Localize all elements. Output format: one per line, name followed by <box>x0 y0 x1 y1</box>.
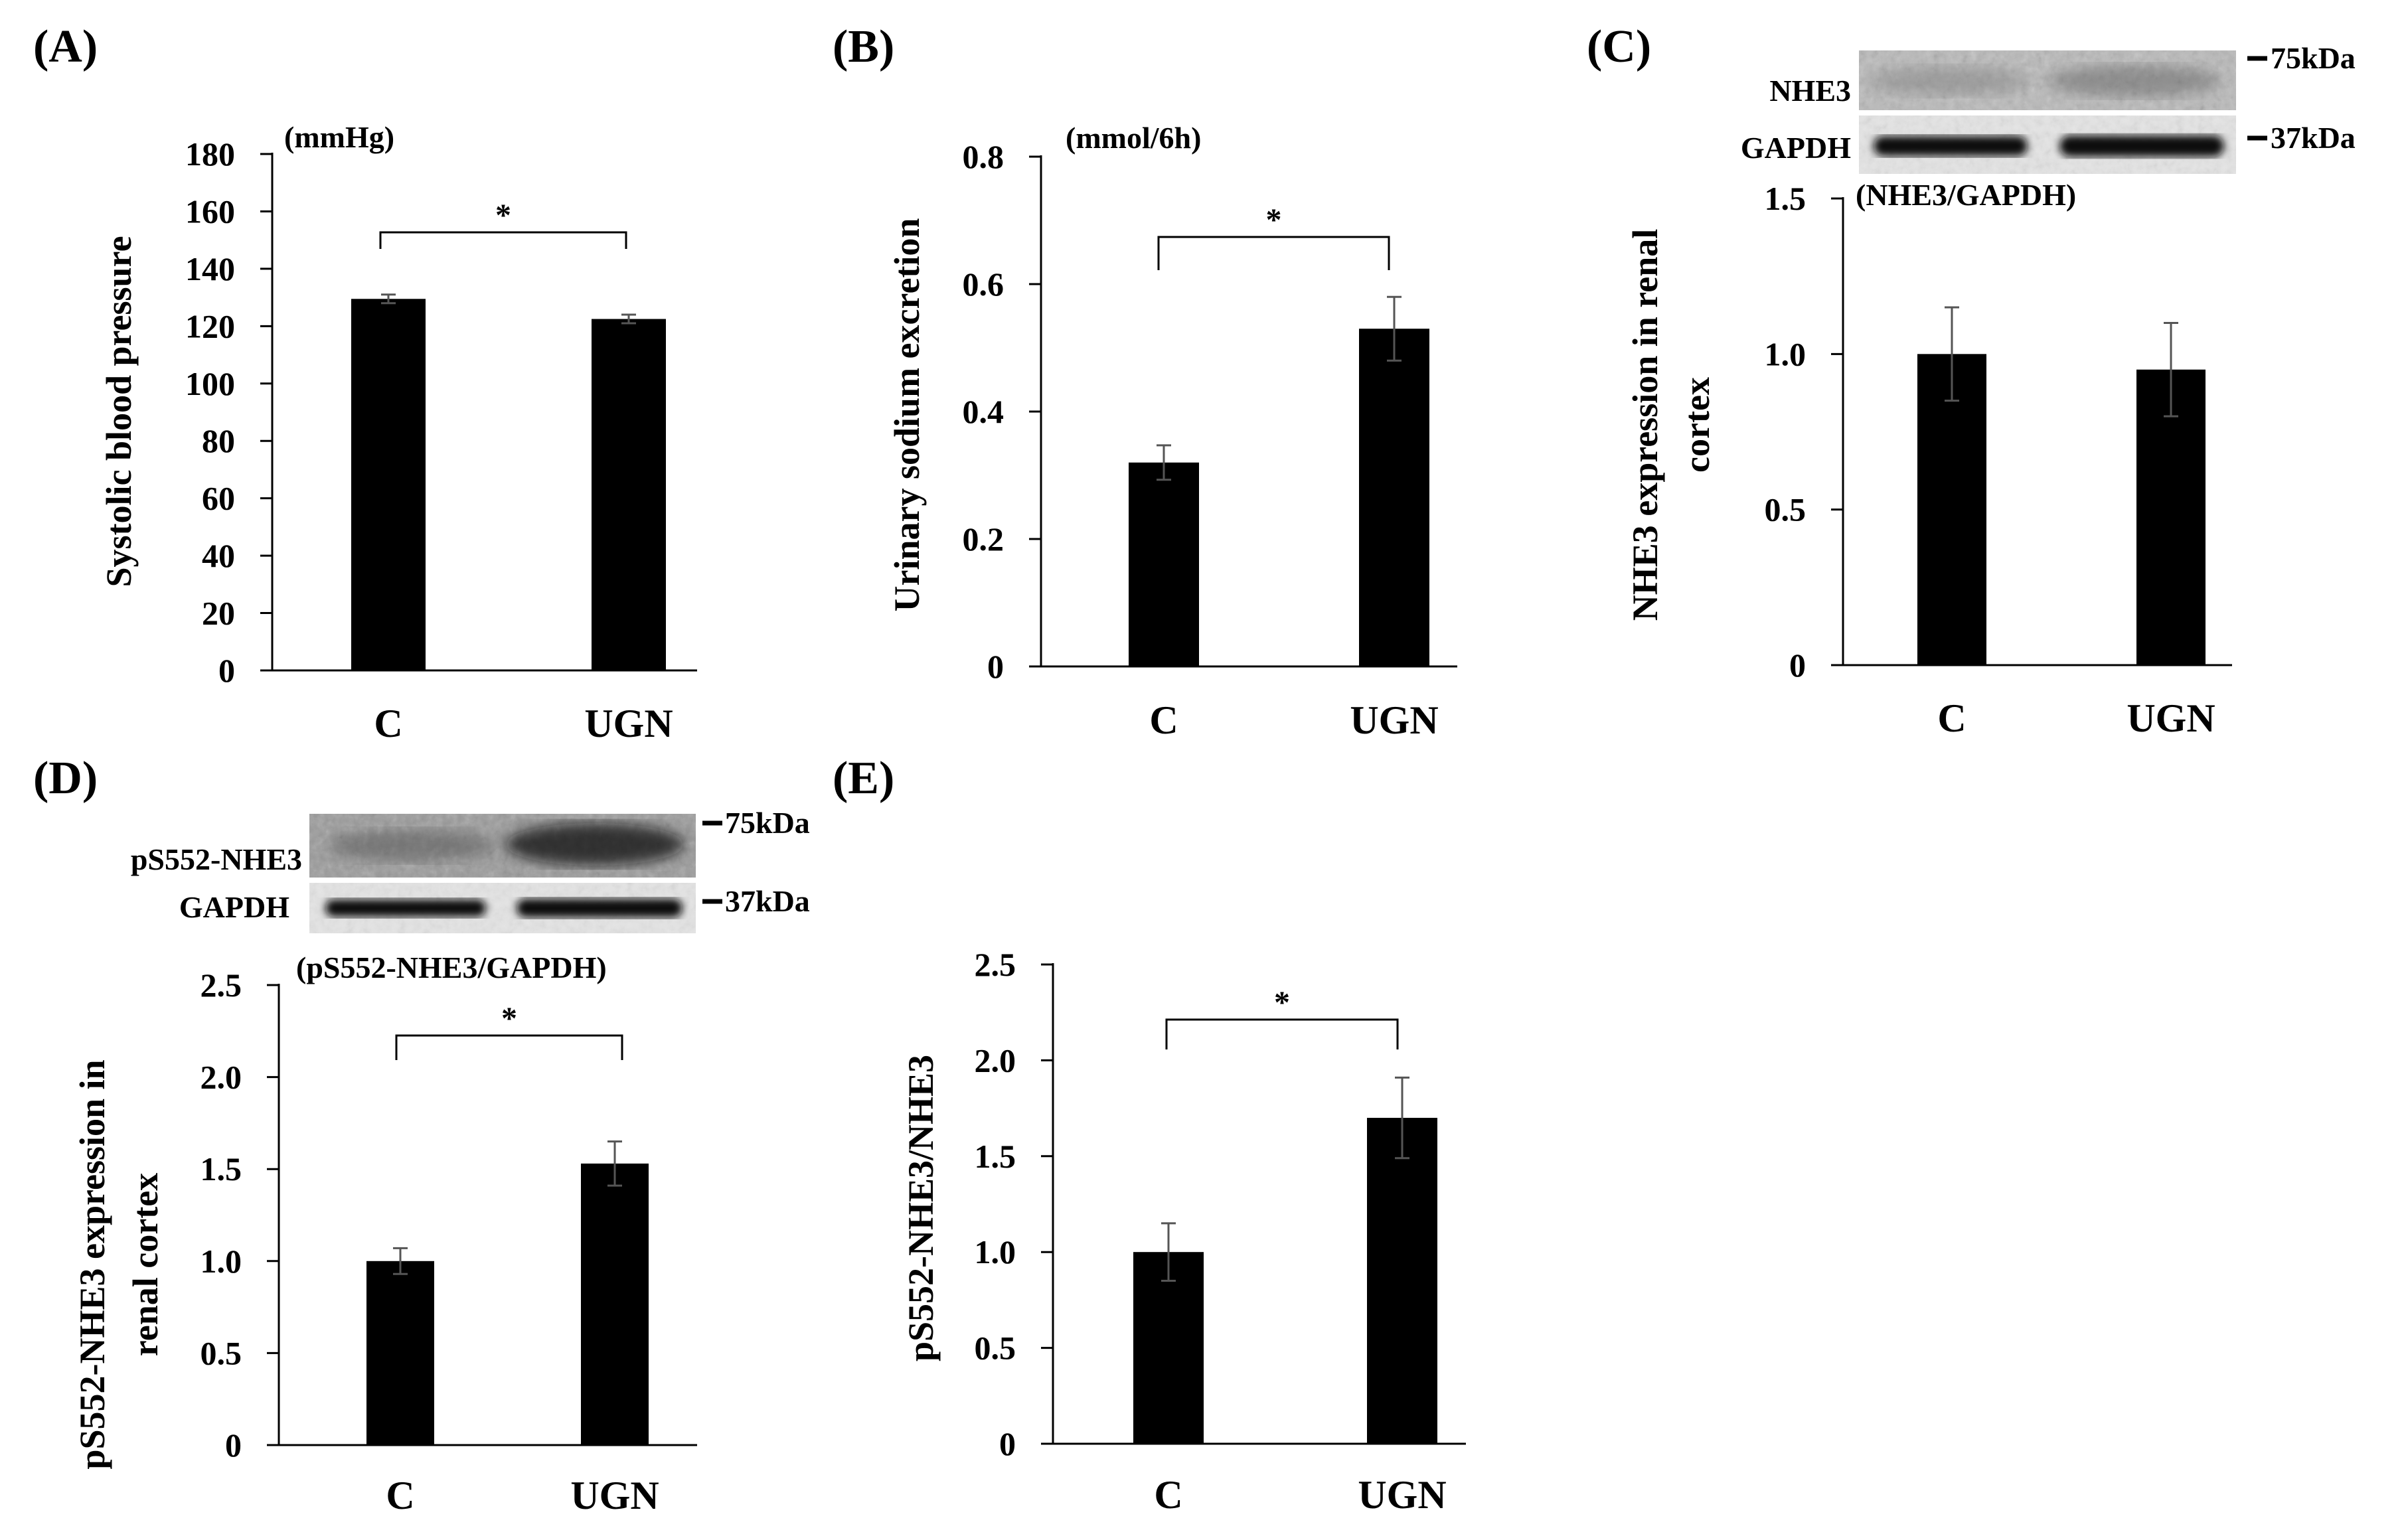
y-tick-label: 160 <box>185 192 235 230</box>
x-category-label: UGN <box>1358 1473 1446 1517</box>
y-tick-label: 60 <box>202 480 235 517</box>
x-category-label: UGN <box>1350 698 1438 742</box>
y-tick-label: 0 <box>225 1426 242 1464</box>
bar <box>592 319 666 670</box>
y-tick-label: 140 <box>185 250 235 287</box>
unit-label: (mmol/6h) <box>1066 121 1201 155</box>
y-tick-label: 100 <box>185 365 235 402</box>
significance-bracket <box>1157 236 1390 270</box>
blot-c-bottom-label: GAPDH <box>1741 131 1851 165</box>
x-category-label: C <box>386 1474 414 1517</box>
panel-label: (A) <box>33 21 98 72</box>
x-category-label: UGN <box>584 702 673 745</box>
bar <box>2136 369 2206 665</box>
y-tick-label: 0.4 <box>963 393 1004 430</box>
blot-d-bottom-marker: 37kDa <box>725 884 810 918</box>
western-blot-c: NHE3 GAPDH 75kDa 37kDa <box>1741 41 2356 174</box>
blot-d-top-label: pS552-NHE3 <box>131 842 302 876</box>
x-category-label: C <box>374 702 402 745</box>
significance-star: * <box>1274 985 1290 1020</box>
y-tick-label: 1.5 <box>975 1138 1016 1175</box>
y-tick-label: 0.5 <box>201 1334 242 1371</box>
bar <box>1359 329 1429 666</box>
y-tick-label: 2.5 <box>201 966 242 1004</box>
unit-label: (mmHg) <box>284 120 394 154</box>
significance-bracket <box>379 231 627 249</box>
panel-label: (D) <box>33 753 98 804</box>
y-axis-title: pS552-NHE3/NHE3 <box>901 1055 941 1361</box>
chart-panel-e: (E) 0 0.5 1.0 1.5 2.0 2.5 C UGN pS552-NHE3/NHE3 * <box>833 753 1466 1517</box>
blot-c-bottom-marker: 37kDa <box>2271 121 2356 155</box>
y-axis-title: pS552-NHE3 expression in <box>72 1059 112 1469</box>
chart-panel-a: (A) 0 20 40 60 80 100 120 140 160 180 C UGN Systolic … <box>33 21 697 745</box>
bar <box>1129 462 1199 666</box>
y-tick-label: 1.0 <box>201 1243 242 1280</box>
chart-panel-c: (C) 0 0.5 1.0 1.5 C UGN NHE3 expression in rena… <box>1587 21 2232 740</box>
x-category-label: C <box>1154 1473 1182 1517</box>
bar <box>1367 1118 1437 1444</box>
y-tick-label: 120 <box>185 307 235 345</box>
y-tick-label: 2.0 <box>201 1059 242 1096</box>
y-tick-label: 2.5 <box>975 946 1016 983</box>
y-axis-title: renal cortex <box>125 1173 165 1356</box>
bar <box>581 1163 649 1445</box>
unit-label: (pS552-NHE3/GAPDH) <box>296 951 607 984</box>
bar <box>366 1261 434 1445</box>
x-category-label: UGN <box>570 1474 659 1517</box>
blot-d-top-marker: 75kDa <box>725 806 810 840</box>
x-category-label: C <box>1149 698 1178 742</box>
blot-c-top-marker: 75kDa <box>2271 41 2356 75</box>
panel-label: (E) <box>833 753 894 804</box>
y-tick-label: 80 <box>202 422 235 459</box>
panel-label: (B) <box>833 21 894 72</box>
y-tick-label: 0 <box>218 652 235 689</box>
x-category-label: UGN <box>2127 696 2215 740</box>
y-tick-label: 0.8 <box>963 138 1004 175</box>
y-tick-label: 0.6 <box>963 266 1004 303</box>
y-tick-label: 40 <box>202 537 235 574</box>
significance-bracket <box>1165 1018 1399 1049</box>
significance-bracket <box>395 1034 623 1060</box>
y-tick-label: 1.0 <box>1765 335 1806 372</box>
blot-c-top-label: NHE3 <box>1769 74 1851 108</box>
panel-label: (C) <box>1587 21 1651 72</box>
y-tick-label: 0.2 <box>963 520 1004 558</box>
significance-star: * <box>501 1001 517 1036</box>
blot-d-bottom-label: GAPDH <box>179 890 289 924</box>
y-axis-title: Systolic blood pressure <box>99 236 139 587</box>
y-tick-label: 0 <box>987 648 1004 685</box>
y-tick-label: 180 <box>185 135 235 173</box>
bar <box>1917 354 1986 665</box>
y-axis-title: cortex <box>1677 377 1717 473</box>
significance-star: * <box>1266 202 1282 238</box>
bar <box>351 299 426 670</box>
y-tick-label: 1.5 <box>1765 180 1806 217</box>
bar <box>1133 1252 1204 1444</box>
y-tick-label: 0 <box>999 1425 1016 1462</box>
y-tick-label: 0.5 <box>975 1330 1016 1367</box>
chart-panel-d: (D) 0 0.5 1.0 1.5 2.0 2.5 C UGN pS552-NHE3 expres… <box>33 753 697 1517</box>
y-tick-label: 2.0 <box>975 1041 1016 1079</box>
x-category-label: C <box>1937 696 1966 740</box>
y-tick-label: 1.5 <box>201 1150 242 1188</box>
unit-label: (NHE3/GAPDH) <box>1856 178 2076 212</box>
y-axis-title: Urinary sodium excretion <box>887 218 927 612</box>
western-blot-d: pS552-NHE3 GAPDH 75kDa 37kDa <box>131 806 810 933</box>
y-tick-label: 20 <box>202 595 235 632</box>
significance-star: * <box>495 198 511 233</box>
y-tick-label: 0 <box>1789 647 1806 684</box>
y-tick-label: 1.0 <box>975 1233 1016 1270</box>
y-tick-label: 0.5 <box>1765 491 1806 528</box>
chart-panel-b: (B) 0 0.2 0.4 0.6 0.8 C UGN Urinary sodium excre… <box>833 21 1457 742</box>
y-axis-title: NHE3 expression in renal <box>1625 229 1665 621</box>
